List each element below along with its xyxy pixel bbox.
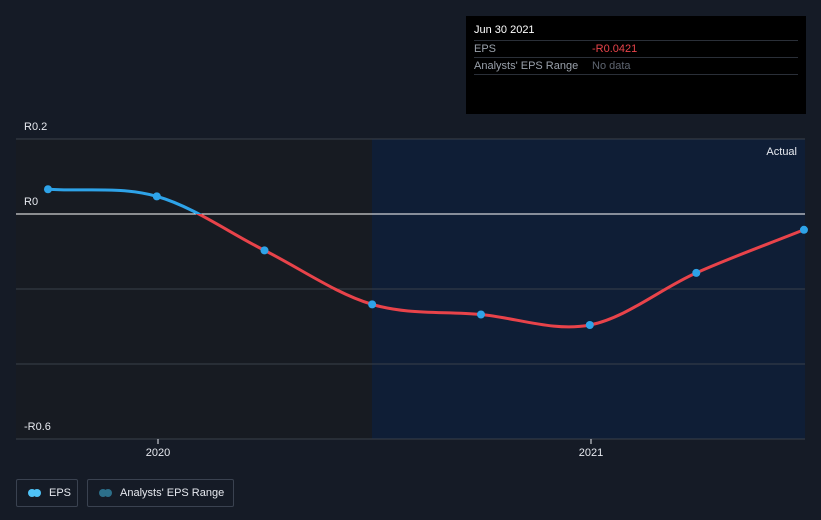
legend-eps-label: EPS <box>49 487 72 499</box>
x-axis-labels: 2020 2021 <box>146 439 603 459</box>
tooltip-date: Jun 30 2021 <box>474 24 535 36</box>
tooltip-eps-label: EPS <box>474 43 497 55</box>
eps-point[interactable] <box>585 321 594 329</box>
eps-line-positive[interactable] <box>47 187 804 327</box>
legend-range-label: Analysts' EPS Range <box>120 487 225 499</box>
y-tick-label: R0 <box>24 196 38 208</box>
tooltip-range-value: No data <box>592 60 631 72</box>
tooltip-range-label: Analysts' EPS Range <box>474 60 579 72</box>
eps-line-negative[interactable] <box>48 189 805 329</box>
x-tick-label: 2020 <box>146 447 170 459</box>
eps-point[interactable] <box>692 268 701 277</box>
tooltip: Jun 30 2021 EPS -R0.0421 Analysts' EPS R… <box>466 16 806 114</box>
x-tick-label: 2021 <box>579 447 603 459</box>
eps-points[interactable] <box>43 185 808 329</box>
grid-lines <box>16 138 805 440</box>
tooltip-row-range: Analysts' EPS Range No data <box>474 57 798 75</box>
eps-point[interactable] <box>476 310 485 319</box>
y-tick-label: -R0.6 <box>24 421 51 433</box>
eps-point[interactable] <box>43 185 52 194</box>
actual-region-label: Actual <box>766 146 797 158</box>
eps-point[interactable] <box>260 246 269 255</box>
eps-point[interactable] <box>799 225 808 234</box>
legend-eps-swatch-icon <box>28 489 36 497</box>
tooltip-eps-value: -R0.0421 <box>592 43 638 55</box>
eps-point[interactable] <box>368 300 377 309</box>
legend-range-swatch-icon <box>99 489 107 497</box>
y-axis-labels: R0.2 R0 -R0.6 <box>24 121 51 433</box>
tooltip-row-eps: EPS -R0.0421 <box>474 40 798 58</box>
legend-eps-swatch-icon-2 <box>33 489 41 497</box>
y-tick-label: R0.2 <box>24 121 47 133</box>
legend-range-swatch-icon-2 <box>104 489 112 497</box>
eps-line[interactable] <box>47 187 805 329</box>
legend-eps-button[interactable]: EPS <box>16 479 78 507</box>
legend-range-button[interactable]: Analysts' EPS Range <box>87 479 234 507</box>
eps-point[interactable] <box>152 192 161 201</box>
tooltip-spacer <box>474 74 798 107</box>
